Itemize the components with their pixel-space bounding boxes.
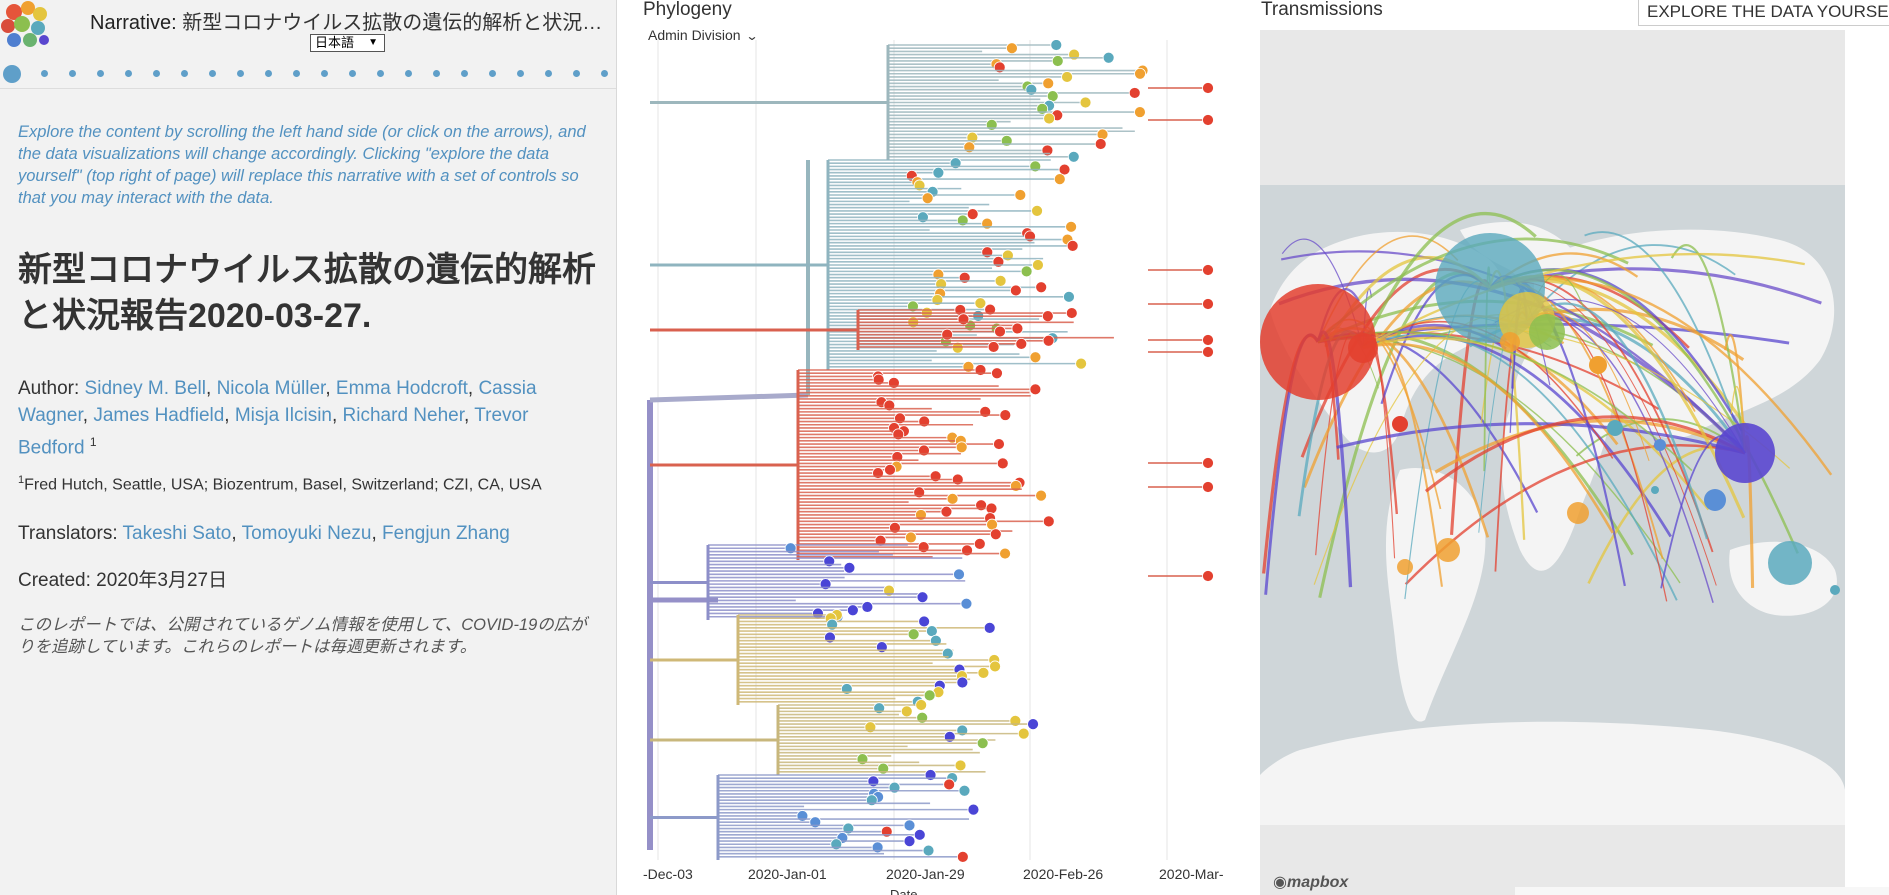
transmissions-map[interactable] [1260, 30, 1889, 895]
author-superscript: 1 [89, 435, 97, 449]
x-tick-label: 2020-Jan-01 [748, 866, 827, 882]
author-link[interactable]: Misja Ilcisin [234, 405, 332, 426]
nextstrain-logo-icon[interactable] [0, 0, 50, 50]
narrative-progress-dot[interactable] [237, 70, 244, 77]
phylogeny-title: Phylogeny [643, 0, 732, 20]
dropdown-triangle-icon: ▼ [368, 37, 378, 48]
narrative-title-text: 新型コロナウイルス拡散の遺伝的解析と状況報告2020-03-27. [182, 12, 610, 34]
map-bubble[interactable] [1654, 439, 1666, 451]
narrative-progress-dot[interactable] [405, 70, 412, 77]
narrative-progress-dot[interactable] [97, 70, 104, 77]
phylogeny-panel: Phylogeny Admin Division ⌄ -Dec-03 2020-J… [618, 0, 1260, 895]
chevron-down-icon: ⌄ [745, 29, 759, 43]
narrative-progress-dots [0, 64, 616, 84]
map-bubble[interactable] [1392, 416, 1408, 432]
narrative-progress-dot[interactable] [349, 70, 356, 77]
author-link[interactable]: Sidney M. Bell [84, 378, 206, 399]
narrative-progress-dot[interactable] [545, 70, 552, 77]
author-link[interactable]: Richard Neher [342, 405, 464, 426]
map-bubble[interactable] [1567, 502, 1589, 524]
created-date: 2020年3月27日 [96, 570, 228, 591]
narrative-progress-dot[interactable] [517, 70, 524, 77]
x-tick-label: 2020-Jan-29 [886, 866, 965, 882]
narrative-progress-dot[interactable] [265, 70, 272, 77]
narrative-header-title: Narrative: 新型コロナウイルス拡散の遺伝的解析と状況報告2020-03… [90, 6, 610, 35]
narrative-progress-dot[interactable] [433, 70, 440, 77]
narrative-progress-dot[interactable] [293, 70, 300, 77]
mapbox-logo-icon[interactable]: ◉mapbox [1273, 874, 1349, 891]
map-bubble[interactable] [1651, 486, 1659, 494]
map-bubble[interactable] [1436, 538, 1460, 562]
land-antarctica [1260, 721, 1845, 825]
translator-link[interactable]: Takeshi Sato [122, 523, 232, 544]
phylogeny-tree[interactable] [618, 40, 1260, 865]
author-link[interactable]: Nicola Müller [216, 378, 326, 399]
author-link[interactable]: Trevor Bedford [18, 405, 529, 459]
author-line: Author: Sidney M. Bell, Nicola Müller, E… [18, 378, 537, 459]
map-bubble[interactable] [1768, 541, 1812, 585]
map-bubble[interactable] [1348, 333, 1378, 363]
header-divider [0, 88, 616, 89]
language-select-value: 日本語 [315, 35, 355, 50]
transmissions-map-panel: Transmissions EXPLORE THE DATA YOURSELF [1260, 0, 1889, 895]
map-bubble[interactable] [1260, 284, 1376, 400]
map-title: Transmissions [1261, 0, 1383, 20]
mapbox-label: mapbox [1286, 874, 1349, 891]
report-summary: このレポートでは、公開されているゲノム情報を使用して、COVID-19の広がりを… [18, 616, 587, 656]
translator-link[interactable]: Tomoyuki Nezu [241, 523, 372, 544]
color-by-dropdown[interactable]: Admin Division ⌄ [648, 27, 759, 43]
map-bubble[interactable] [1715, 423, 1775, 483]
translator-link[interactable]: Fengjun Zhang [382, 523, 510, 544]
x-tick-label: -Dec-03 [643, 866, 693, 882]
map-bubbles [1260, 233, 1840, 595]
land-south-america [1385, 468, 1486, 722]
narrative-progress-dot[interactable] [3, 65, 21, 83]
x-tick-label: 2020-Feb-26 [1023, 866, 1104, 882]
narrative-progress-dot[interactable] [573, 70, 580, 77]
narrative-progress-dot[interactable] [489, 70, 496, 77]
color-by-value: Admin Division [648, 27, 741, 43]
narrative-progress-dot[interactable] [153, 70, 160, 77]
author-link[interactable]: Cassia Wagner [18, 378, 537, 426]
narrative-progress-dot[interactable] [125, 70, 132, 77]
map-attribution-bar[interactable] [1515, 887, 1889, 895]
narrative-sidebar: Narrative: 新型コロナウイルス拡散の遺伝的解析と状況報告2020-03… [0, 0, 617, 895]
affiliation-text: Fred Hutch, Seattle, USA; Biozentrum, Ba… [24, 476, 542, 494]
page-title: 新型コロナウイルス拡散の遺伝的解析と状況報告2020-03-27. [18, 251, 596, 335]
map-bubble[interactable] [1704, 489, 1726, 511]
author-label: Author: [18, 378, 80, 399]
narrative-progress-dot[interactable] [461, 70, 468, 77]
author-link[interactable]: James Hadfield [93, 405, 225, 426]
explore-data-button[interactable]: EXPLORE THE DATA YOURSELF [1638, 0, 1889, 26]
narrative-label: Narrative: [90, 12, 177, 34]
affiliation: 1Fred Hutch, Seattle, USA; Biozentrum, B… [18, 474, 598, 494]
narrative-progress-dot[interactable] [209, 70, 216, 77]
narrative-progress-dot[interactable] [321, 70, 328, 77]
narrative-progress-dot[interactable] [181, 70, 188, 77]
map-bubble[interactable] [1607, 420, 1623, 436]
created-label: Created: [18, 570, 91, 591]
narrative-progress-dot[interactable] [377, 70, 384, 77]
map-bubble[interactable] [1589, 356, 1607, 374]
x-axis-label: Date [890, 887, 918, 895]
narrative-progress-dot[interactable] [41, 70, 48, 77]
x-tick-label: 2020-Mar- [1159, 866, 1224, 882]
language-select[interactable]: 日本語 ▼ [310, 34, 385, 52]
map-bubble[interactable] [1397, 559, 1413, 575]
translators-line: Translators: Takeshi Sato, Tomoyuki Nezu… [18, 523, 510, 544]
narrative-progress-dot[interactable] [601, 70, 608, 77]
map-bubble[interactable] [1529, 314, 1565, 350]
intro-instructions: Explore the content by scrolling the lef… [18, 123, 586, 207]
translators-label: Translators: [18, 523, 118, 544]
author-link[interactable]: Emma Hodcroft [335, 378, 468, 399]
narrative-progress-dot[interactable] [69, 70, 76, 77]
affiliation-superscript: 1 [18, 474, 25, 486]
created-line: Created: 2020年3月27日 [18, 567, 598, 594]
map-bubble[interactable] [1500, 332, 1520, 352]
land-africa [1501, 339, 1613, 571]
map-bubble[interactable] [1830, 585, 1840, 595]
